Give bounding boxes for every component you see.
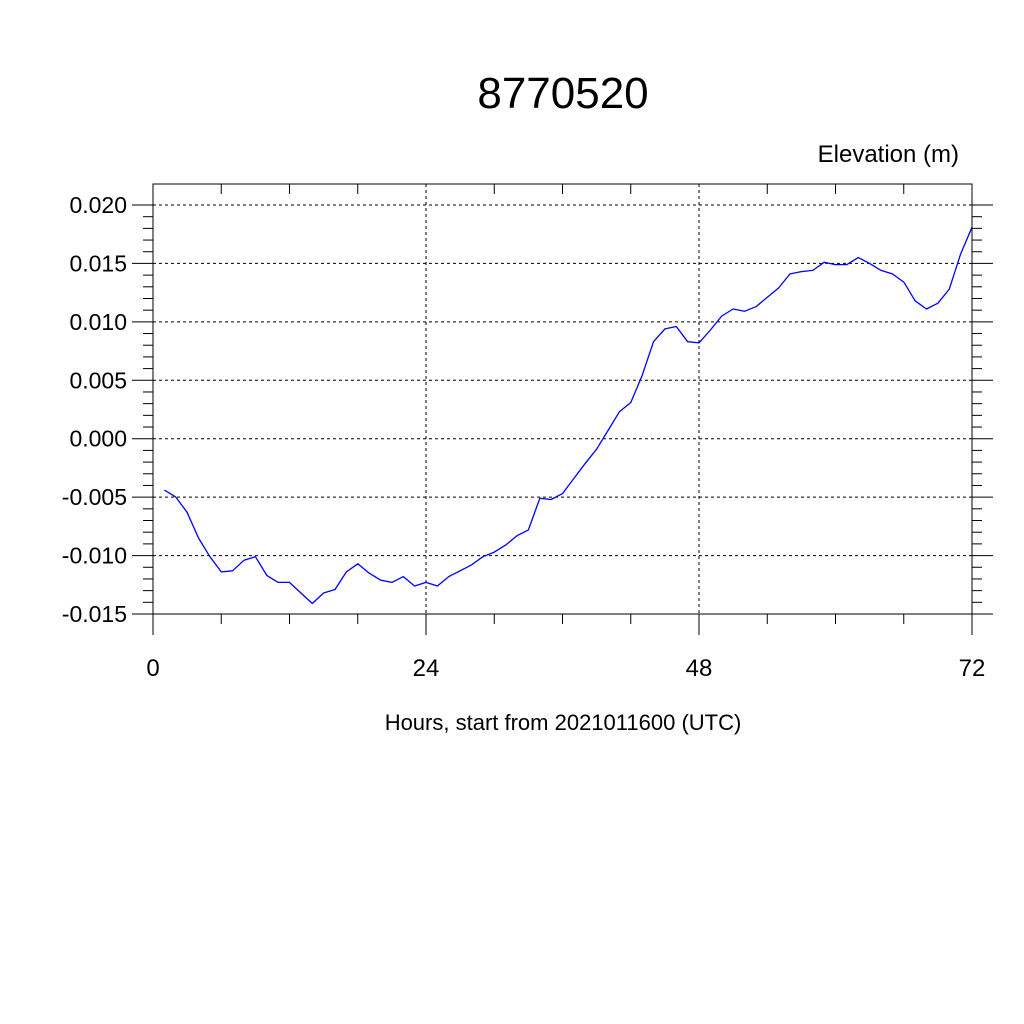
- y-tick-label: 0.020: [69, 192, 127, 218]
- x-tick-label: 0: [146, 655, 159, 682]
- y-tick-label: -0.010: [62, 543, 127, 569]
- plot-frame: [152, 183, 973, 615]
- y-tick-label: -0.005: [62, 484, 127, 510]
- series-layer: [164, 226, 973, 605]
- y-tick-label: 0.015: [69, 250, 127, 276]
- tick-labels: -0.015 -0.010 -0.005 0.000 0.005 0.010 0.015 0.…: [62, 192, 986, 682]
- y-axis-label: Elevation (m): [818, 141, 959, 168]
- y-tick-label: 0.010: [69, 309, 127, 335]
- series-line: [164, 226, 973, 605]
- axis-ticks: [132, 184, 993, 635]
- y-tick-label: -0.015: [62, 601, 127, 627]
- x-tick-label: 48: [686, 655, 713, 682]
- y-tick-label: 0.005: [69, 367, 127, 393]
- x-tick-label: 72: [959, 655, 986, 682]
- x-tick-label: 24: [413, 655, 440, 682]
- x-axis-label: Hours, start from 2021011600 (UTC): [385, 710, 742, 735]
- chart-title: 8770520: [477, 69, 648, 118]
- y-tick-label: 0.000: [69, 426, 127, 452]
